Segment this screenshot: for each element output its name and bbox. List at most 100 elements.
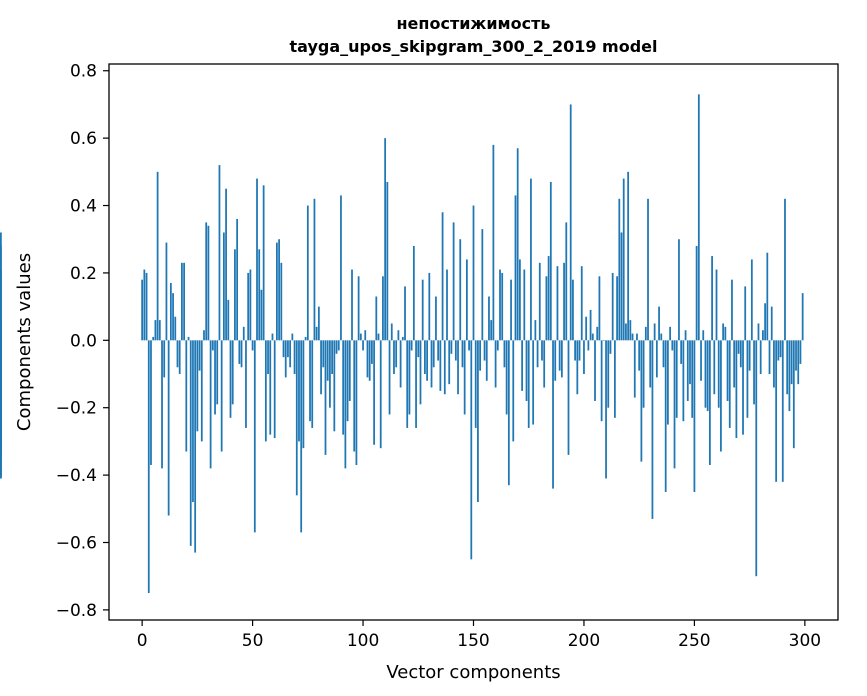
- bar: [410, 340, 413, 351]
- y-axis-label: Components values: [14, 253, 35, 431]
- bar: [801, 293, 804, 341]
- bar: [689, 340, 691, 385]
- bar: [207, 225, 210, 341]
- x-axis: 0 50 100 150 200 250 300: [137, 620, 821, 651]
- bar: [678, 239, 680, 341]
- y-tick-label: 0.6: [70, 129, 97, 149]
- bar: [563, 262, 565, 341]
- bar: [176, 340, 179, 368]
- bar: [799, 340, 802, 364]
- bar: [744, 286, 747, 341]
- bar: [322, 340, 325, 368]
- bar: [424, 340, 426, 375]
- bar: [163, 340, 166, 378]
- bar: [421, 279, 424, 341]
- bar: [342, 340, 345, 435]
- bar: [412, 245, 415, 341]
- bar: [541, 340, 543, 361]
- bar: [512, 340, 515, 442]
- bar: [214, 340, 216, 415]
- bar: [530, 178, 532, 341]
- bar: [625, 323, 627, 341]
- bar: [441, 212, 444, 341]
- bar: [457, 340, 459, 395]
- bar: [415, 340, 417, 428]
- bar: [640, 340, 643, 462]
- bar: [198, 340, 201, 371]
- bar: [178, 340, 181, 375]
- bar: [404, 286, 406, 341]
- bar: [574, 340, 576, 361]
- bar: [366, 340, 369, 378]
- bar: [669, 326, 671, 341]
- bar: [264, 340, 267, 442]
- bar: [587, 340, 590, 351]
- bar: [742, 340, 744, 435]
- bar: [655, 340, 658, 378]
- bar: [211, 340, 214, 351]
- x-tick-label: 250: [678, 631, 710, 651]
- bar: [222, 232, 225, 341]
- bar: [240, 340, 243, 368]
- bar: [770, 306, 773, 341]
- bar: [507, 340, 510, 486]
- bar: [768, 340, 771, 375]
- bar: [764, 303, 766, 341]
- bar: [477, 340, 479, 503]
- bar: [713, 340, 716, 395]
- bar: [390, 323, 393, 341]
- bar: [697, 94, 700, 341]
- bar: [291, 333, 294, 341]
- bar: [684, 330, 687, 341]
- bar: [750, 259, 753, 341]
- bar: [605, 340, 607, 479]
- bar: [552, 340, 554, 489]
- x-axis-label: Vector components: [386, 662, 560, 683]
- x-tick-label: 150: [457, 631, 489, 651]
- bar: [317, 306, 320, 341]
- bar: [450, 340, 453, 354]
- bar: [686, 340, 689, 401]
- chart-subtitle: tayga_upos_skipgram_300_2_2019 model: [290, 37, 658, 56]
- bar: [443, 340, 446, 395]
- bar: [525, 340, 528, 401]
- bar: [671, 340, 674, 351]
- bar: [278, 239, 280, 341]
- bar: [401, 336, 404, 341]
- bar: [348, 340, 351, 401]
- bar: [523, 269, 526, 341]
- bar: [479, 340, 482, 371]
- bar: [397, 330, 400, 341]
- bar: [565, 222, 568, 341]
- bar: [781, 340, 784, 482]
- bar: [205, 222, 208, 341]
- bar: [558, 340, 561, 371]
- bar: [722, 323, 725, 341]
- bar: [636, 333, 638, 341]
- bar: [242, 326, 245, 341]
- bar: [649, 340, 652, 388]
- bar: [622, 178, 625, 341]
- bar: [567, 340, 570, 455]
- bar: [706, 340, 709, 412]
- bar: [141, 279, 144, 341]
- bar: [231, 340, 234, 405]
- bar: [549, 181, 552, 341]
- bar: [0, 340, 2, 476]
- bar: [156, 171, 159, 341]
- bar: [324, 340, 327, 455]
- bar: [609, 340, 612, 354]
- bar: [439, 340, 442, 391]
- bar: [735, 340, 738, 439]
- bar: [717, 340, 720, 408]
- bar: [351, 269, 353, 341]
- bar: [658, 306, 660, 341]
- bar: [572, 279, 574, 341]
- bar: [728, 340, 731, 428]
- bar: [388, 340, 391, 415]
- bar: [194, 340, 197, 553]
- y-tick-label: −0.4: [56, 466, 97, 486]
- bar: [629, 320, 632, 341]
- bar: [748, 340, 751, 371]
- bar: [662, 340, 665, 368]
